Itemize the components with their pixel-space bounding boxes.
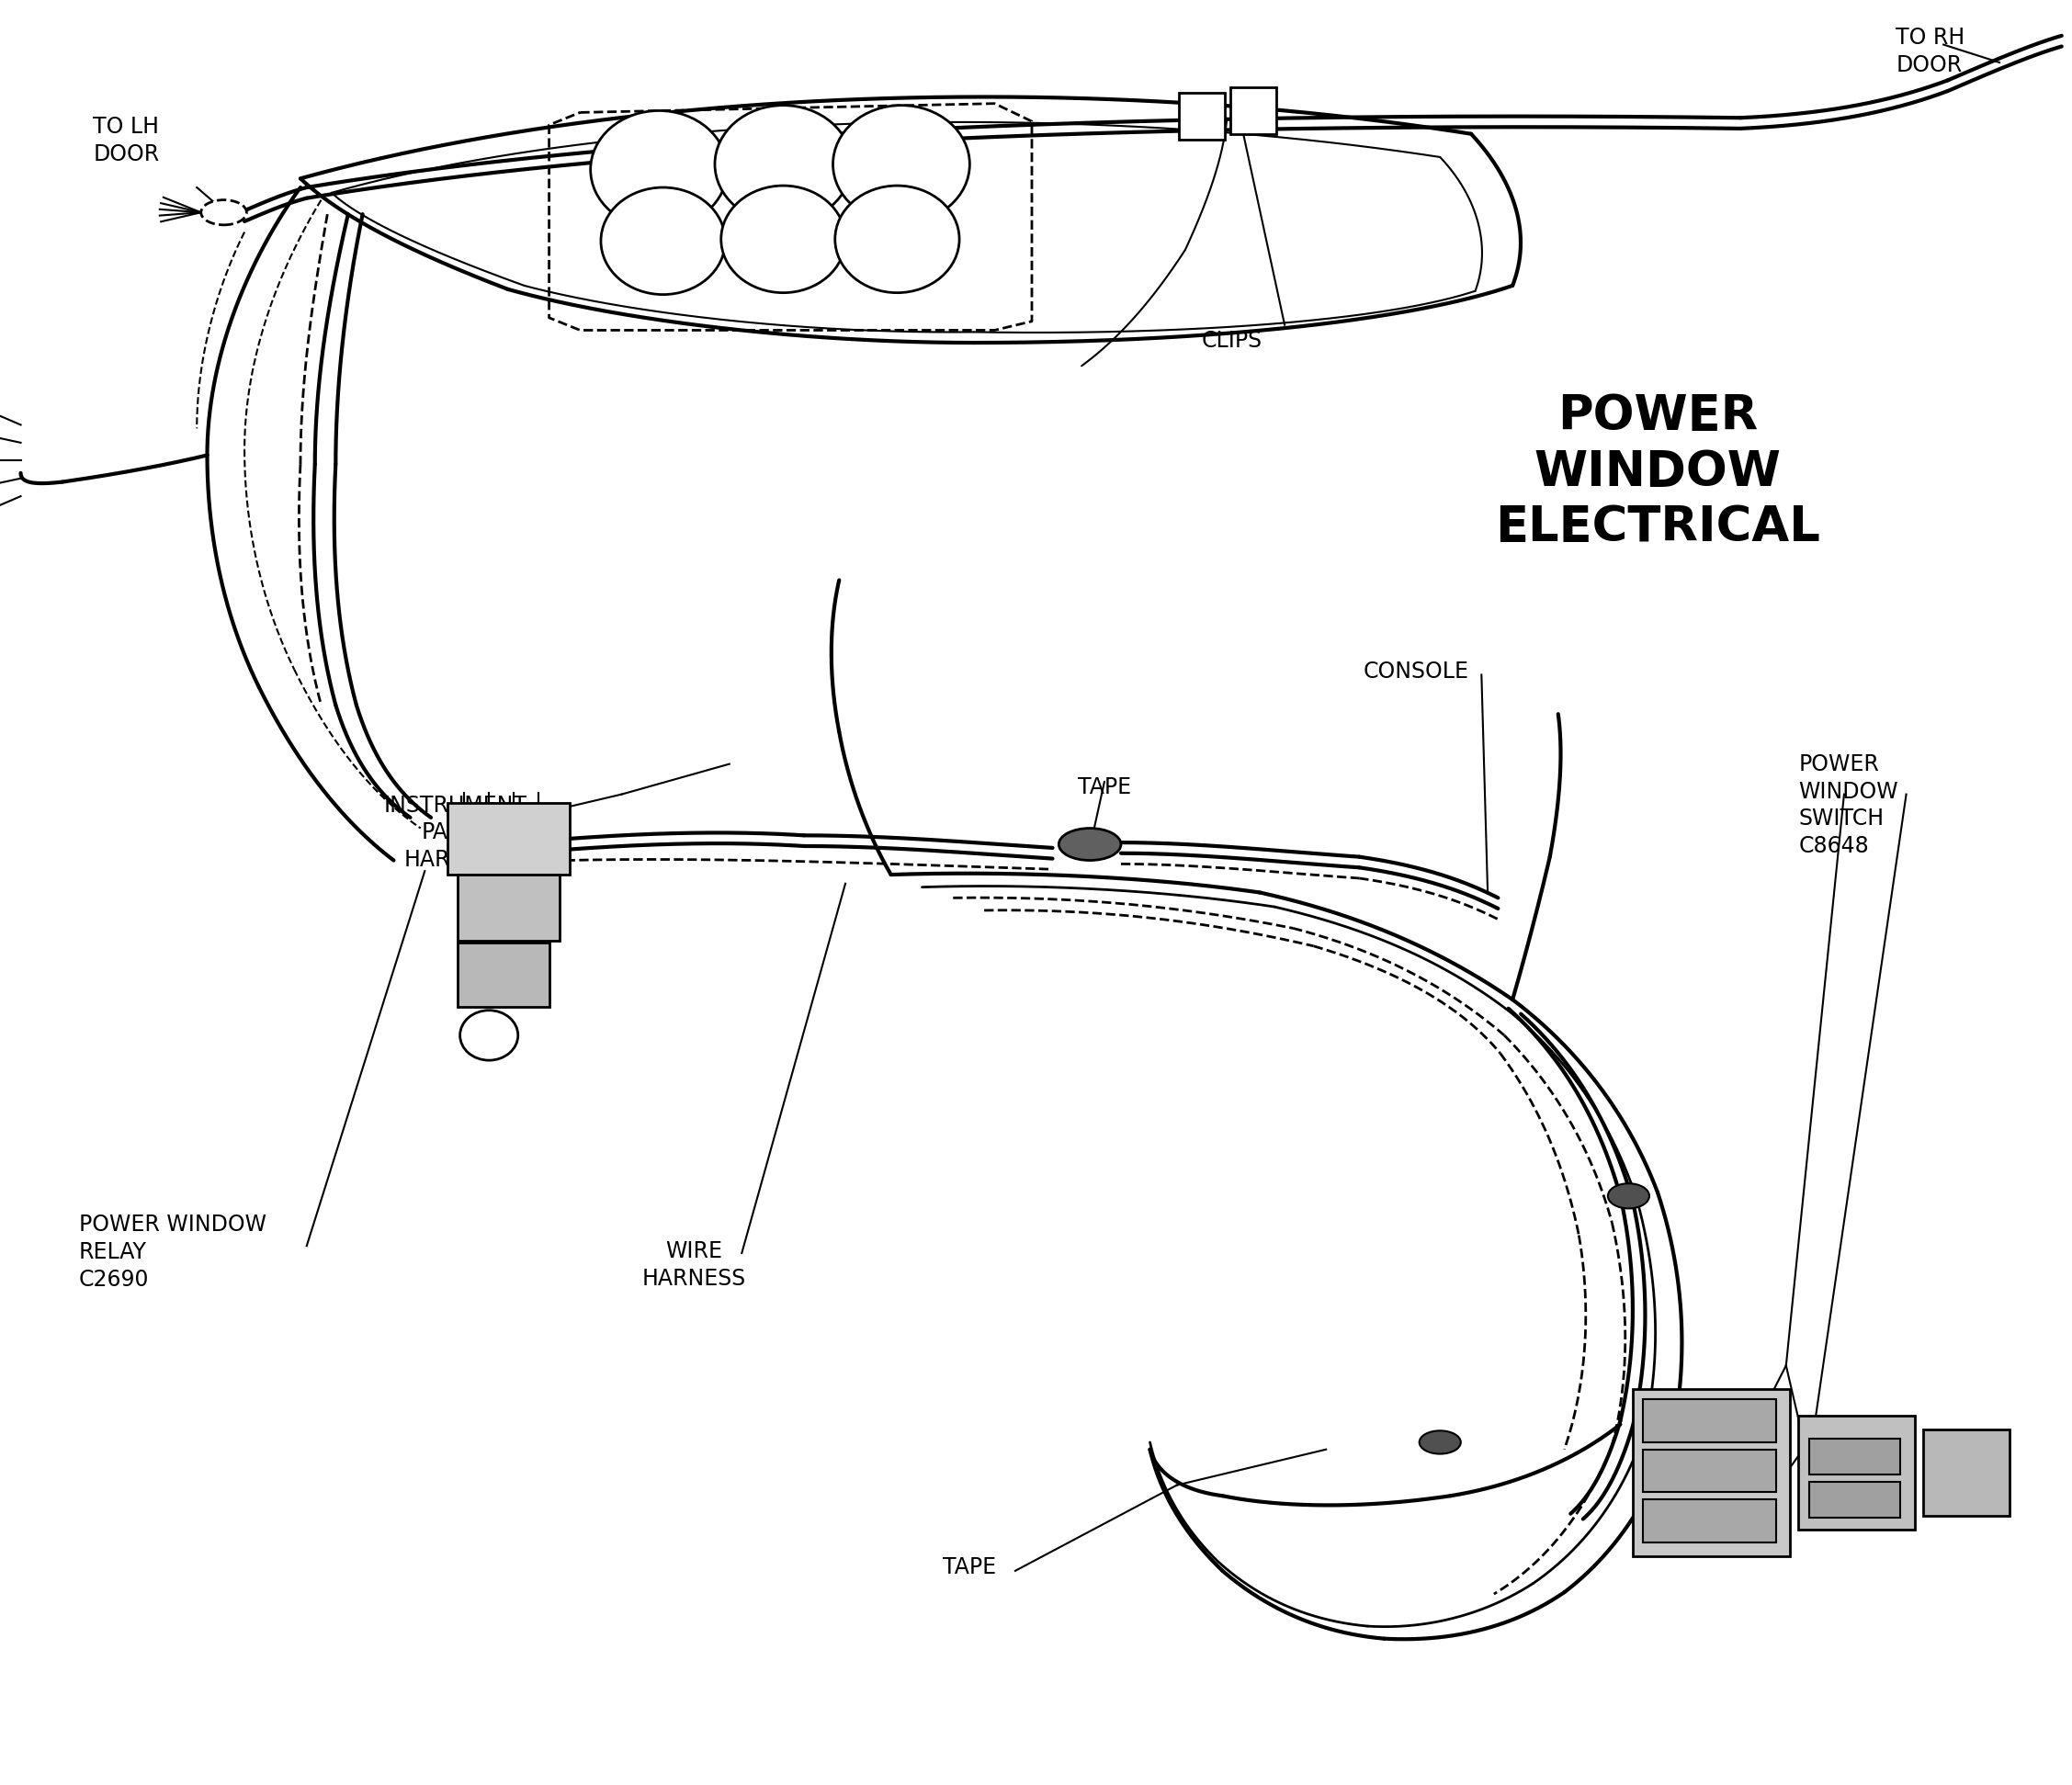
Circle shape — [833, 105, 970, 223]
FancyBboxPatch shape — [458, 875, 559, 941]
Text: POWER
WINDOW
SWITCH
C8648: POWER WINDOW SWITCH C8648 — [1798, 753, 1898, 857]
Text: POWER WINDOW
RELAY
C2690: POWER WINDOW RELAY C2690 — [79, 1214, 265, 1291]
FancyBboxPatch shape — [1179, 93, 1225, 139]
Text: TAPE: TAPE — [943, 1557, 997, 1578]
FancyBboxPatch shape — [1633, 1389, 1790, 1557]
Text: CONSOLE: CONSOLE — [1363, 660, 1469, 682]
Ellipse shape — [1608, 1183, 1649, 1208]
Text: INSTRUMENT
PANEL
HARNESS: INSTRUMENT PANEL HARNESS — [383, 794, 528, 871]
Ellipse shape — [201, 200, 247, 225]
Text: TAPE: TAPE — [1077, 776, 1131, 798]
FancyBboxPatch shape — [1643, 1399, 1776, 1442]
FancyBboxPatch shape — [1798, 1416, 1915, 1530]
Text: WIRE
HARNESS: WIRE HARNESS — [642, 1241, 746, 1291]
FancyBboxPatch shape — [458, 942, 549, 1007]
Text: CLIPS: CLIPS — [1202, 330, 1262, 352]
Circle shape — [460, 1010, 518, 1060]
FancyBboxPatch shape — [1231, 87, 1276, 134]
Circle shape — [835, 186, 959, 293]
Circle shape — [601, 187, 725, 295]
FancyBboxPatch shape — [448, 803, 570, 875]
Ellipse shape — [1059, 828, 1121, 860]
FancyBboxPatch shape — [1643, 1499, 1776, 1542]
FancyBboxPatch shape — [1809, 1439, 1900, 1474]
FancyBboxPatch shape — [1809, 1482, 1900, 1517]
FancyBboxPatch shape — [1643, 1449, 1776, 1492]
FancyBboxPatch shape — [1923, 1430, 2010, 1515]
Text: TO LH
DOOR: TO LH DOOR — [93, 116, 160, 166]
Circle shape — [721, 186, 845, 293]
Ellipse shape — [1419, 1432, 1461, 1453]
Circle shape — [715, 105, 852, 223]
Text: POWER
WINDOW
ELECTRICAL: POWER WINDOW ELECTRICAL — [1496, 393, 1819, 552]
Text: TO RH
DOOR: TO RH DOOR — [1896, 27, 1964, 77]
Circle shape — [591, 111, 727, 228]
